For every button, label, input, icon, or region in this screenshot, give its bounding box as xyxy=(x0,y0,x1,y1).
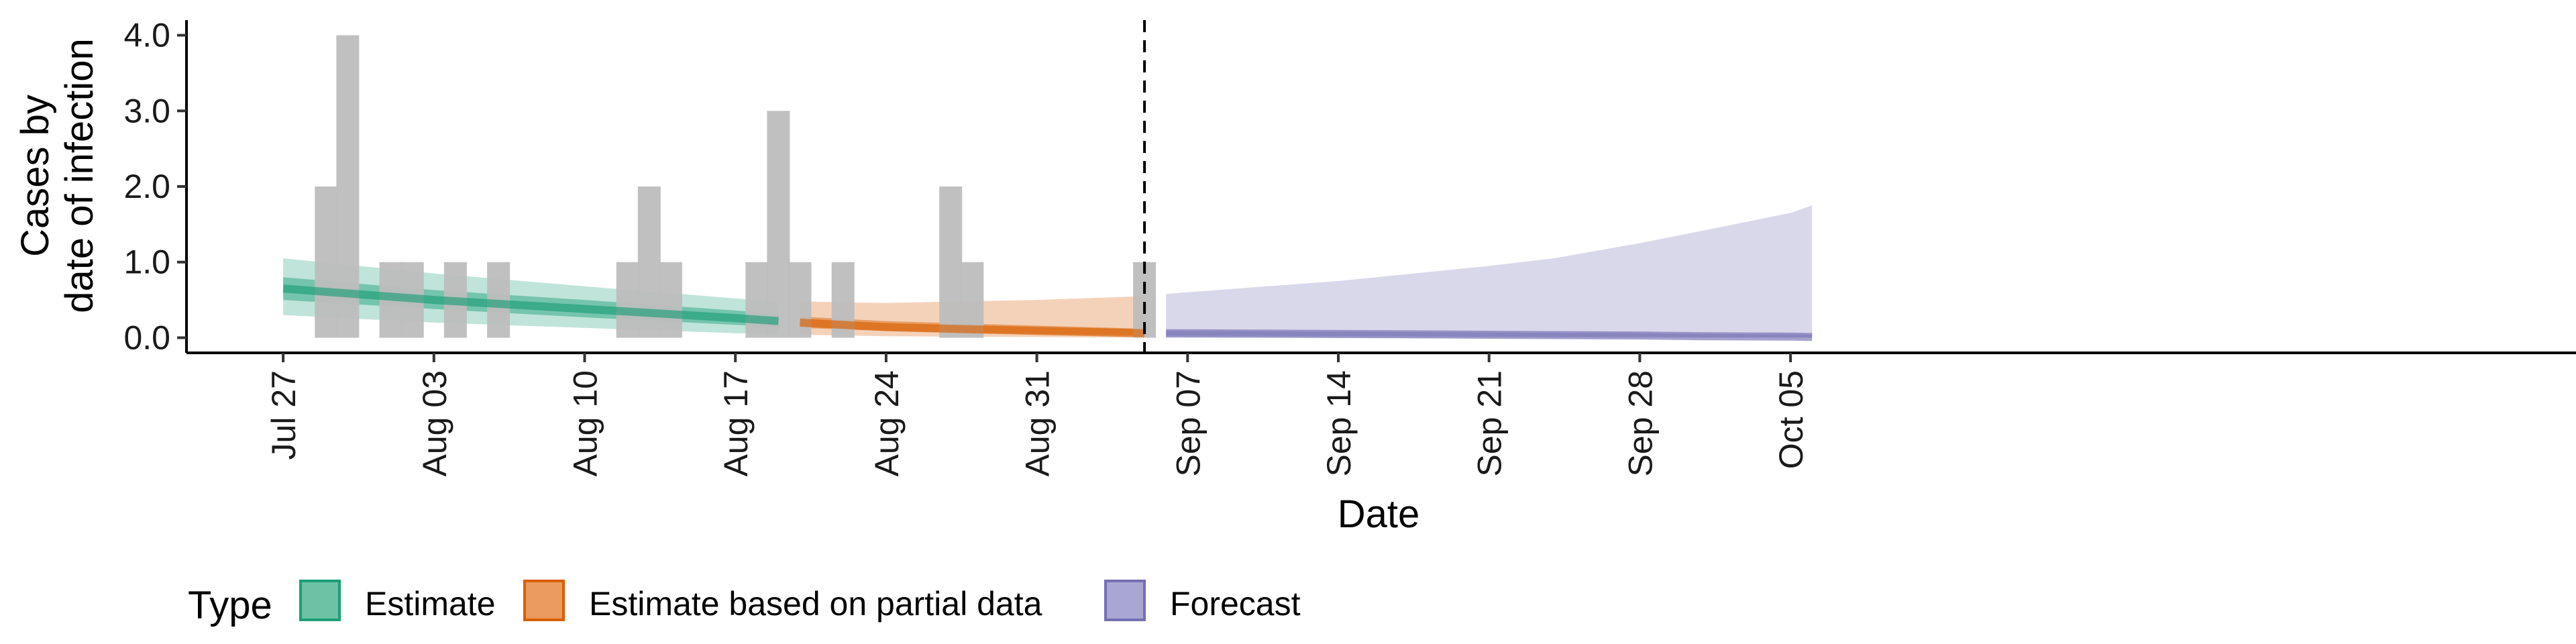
forecast-band-90 xyxy=(1166,205,1813,338)
x-tick-label: Sep 21 xyxy=(1471,370,1509,476)
y-axis-ticks: 0.0 1.0 2.0 3.0 4.0 xyxy=(123,17,186,356)
legend-title: Type xyxy=(188,584,272,627)
estimate-median-line xyxy=(282,284,779,325)
reported-cases-bars xyxy=(315,35,1157,338)
case-bar xyxy=(767,111,790,338)
x-tick-label: Aug 31 xyxy=(1019,370,1057,476)
x-tick-label: Aug 24 xyxy=(868,370,906,476)
y-tick-label: 3.0 xyxy=(123,92,170,129)
y-axis-title-line2: date of infection xyxy=(58,38,101,313)
x-tick-label: Aug 17 xyxy=(717,370,755,476)
median-lines xyxy=(282,284,1813,341)
x-tick-label: Aug 03 xyxy=(416,370,453,476)
y-tick-label: 4.0 xyxy=(123,17,170,54)
case-bar xyxy=(745,262,769,338)
y-tick-label: 2.0 xyxy=(123,168,170,205)
x-tick-label: Sep 07 xyxy=(1169,370,1207,476)
y-tick-label: 0.0 xyxy=(123,319,170,356)
case-bar xyxy=(659,262,682,338)
forecast-median-line xyxy=(1166,329,1813,341)
x-tick-label: Sep 14 xyxy=(1320,370,1358,476)
case-bar xyxy=(939,186,963,338)
legend-key xyxy=(299,580,341,621)
y-tick-label: 1.0 xyxy=(123,244,170,281)
legend-key xyxy=(1104,580,1146,621)
legend-label: Forecast xyxy=(1170,585,1301,623)
x-tick-label: Oct 05 xyxy=(1772,370,1810,469)
uncertainty-bands xyxy=(283,205,1813,338)
case-bar xyxy=(315,186,338,338)
x-tick-label: Jul 27 xyxy=(265,370,303,460)
x-tick-label: Aug 10 xyxy=(567,370,604,476)
case-bar xyxy=(616,262,639,338)
x-axis-title: Date xyxy=(1338,492,1420,536)
y-axis-title-line1: Cases by xyxy=(13,95,57,257)
x-tick-label: Sep 28 xyxy=(1621,370,1659,476)
estimate-based-on-partial-data-median-line xyxy=(800,318,1145,337)
legend: Type Estimate Estimate based on partial d… xyxy=(188,580,1301,627)
x-axis-ticks: Jul 27 Aug 03 Aug 10 Aug 17 Aug 24 Aug 31 Sep … xyxy=(265,353,1810,476)
legend-label: Estimate xyxy=(365,585,496,623)
legend-label: Estimate based on partial data xyxy=(589,585,1042,623)
case-bar xyxy=(336,35,360,338)
legend-key xyxy=(523,580,565,621)
